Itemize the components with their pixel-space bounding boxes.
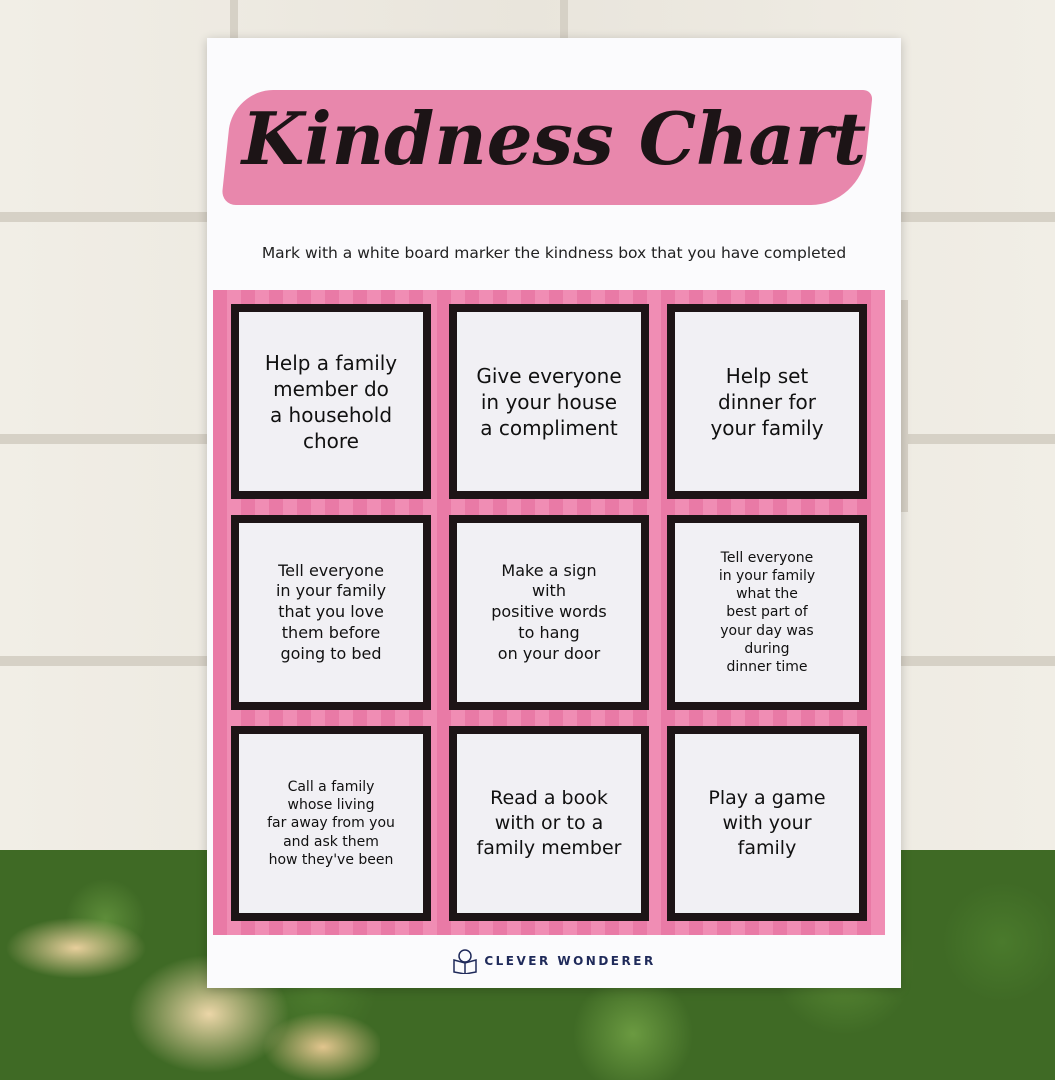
kindness-grid-panel: Help a family member do a household chor…: [213, 290, 885, 935]
poster-title: Kindness Chart: [241, 96, 867, 181]
brick-joint: [230, 0, 238, 40]
kindness-task-text: Help a family member do a household chor…: [239, 312, 423, 491]
kindness-task-text: Help set dinner for your family: [675, 312, 859, 491]
kindness-box: Give everyone in your house a compliment: [449, 304, 649, 499]
kindness-task-text: Tell everyone in your family that you lo…: [239, 523, 423, 702]
brand-logo: CLEVER WONDERER: [207, 948, 901, 974]
kindness-task-text: Play a game with your family: [675, 734, 859, 913]
brick-joint: [560, 0, 568, 40]
kindness-box: Tell everyone in your family what the be…: [667, 515, 867, 710]
kindness-task-text: Read a book with or to a family member: [457, 734, 641, 913]
kindness-task-text: Make a sign with positive words to hang …: [457, 523, 641, 702]
kindness-task-text: Call a family whose living far away from…: [239, 734, 423, 913]
brick-joint: [900, 300, 908, 512]
kindness-task-text: Tell everyone in your family what the be…: [675, 523, 859, 702]
kindness-grid: Help a family member do a household chor…: [231, 304, 867, 921]
kindness-chart-poster: Kindness Chart Mark with a white board m…: [207, 38, 901, 988]
kindness-box: Make a sign with positive words to hang …: [449, 515, 649, 710]
brand-name: CLEVER WONDERER: [484, 954, 656, 968]
kindness-task-text: Give everyone in your house a compliment: [457, 312, 641, 491]
kindness-box: Help a family member do a household chor…: [231, 304, 431, 499]
kindness-box: Tell everyone in your family that you lo…: [231, 515, 431, 710]
kindness-box: Help set dinner for your family: [667, 304, 867, 499]
kindness-box: Call a family whose living far away from…: [231, 726, 431, 921]
instruction-text: Mark with a white board marker the kindn…: [261, 244, 847, 262]
kindness-box: Read a book with or to a family member: [449, 726, 649, 921]
book-reader-icon: [453, 949, 478, 974]
kindness-box: Play a game with your family: [667, 726, 867, 921]
